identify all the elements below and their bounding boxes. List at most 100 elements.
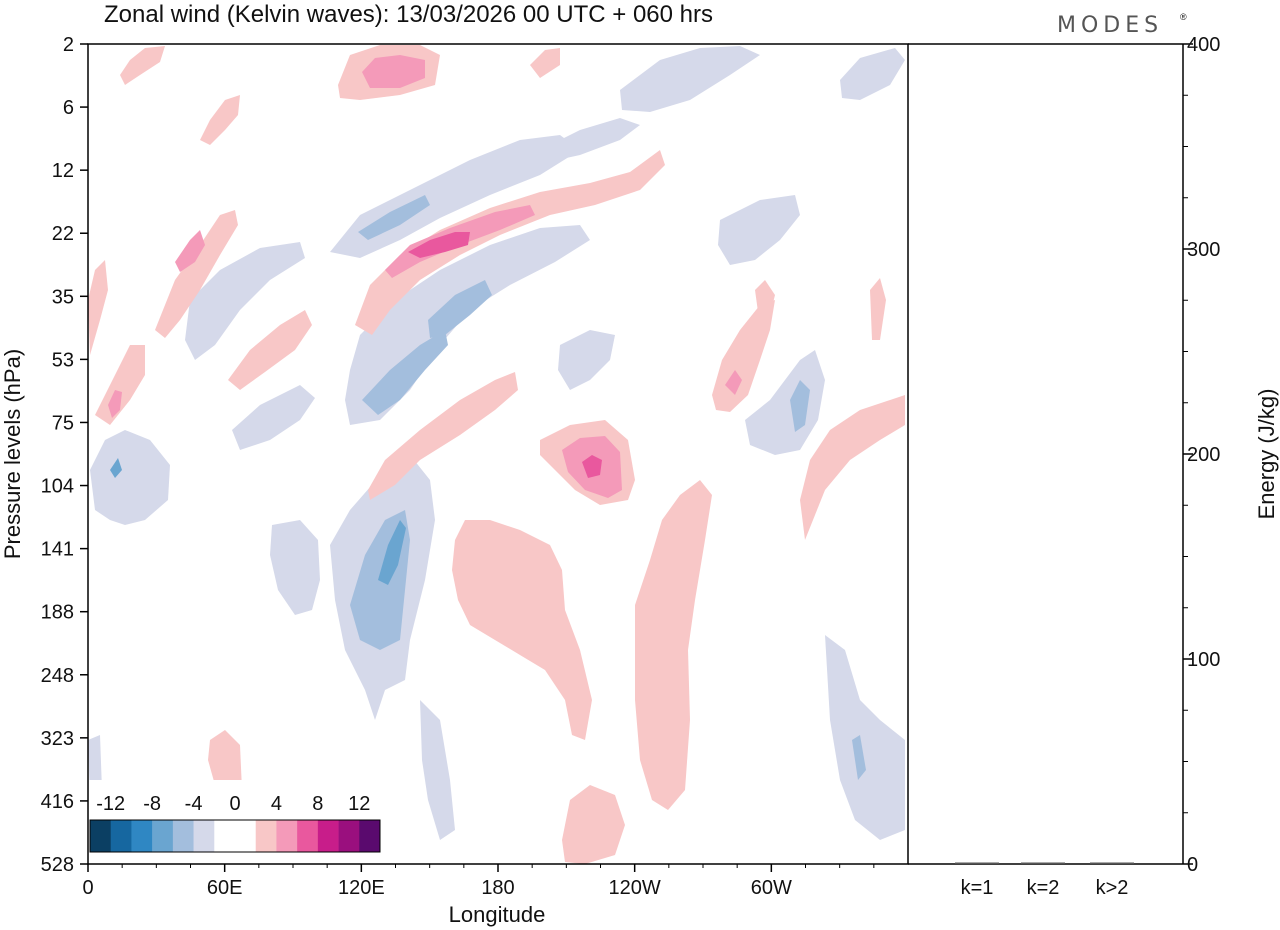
energy-tick-label: 400 (1187, 34, 1220, 56)
pos-region-east-strip (800, 395, 905, 540)
y-tick-label: 528 (41, 854, 74, 876)
pos-region-left-top (120, 46, 165, 85)
pos-region-left-a (95, 345, 145, 425)
brand-logo: MODES (1057, 13, 1163, 38)
neg-region-top-far-right (840, 48, 905, 100)
brand-registered-mark: ® (1180, 12, 1187, 22)
pos-core-left (175, 230, 205, 272)
y-tick-label: 6 (63, 97, 74, 119)
colorbar-label: -12 (96, 793, 125, 815)
pos-region-upper-band (355, 150, 665, 335)
x-tick-label: 120E (338, 877, 385, 899)
y-tick-label: 35 (52, 286, 74, 308)
y-axis-pressure: 2 6 12 22 35 53 75 104 141 188 248 323 416 528 (41, 34, 88, 876)
colorbar-swatch (214, 820, 236, 852)
neg-core-upper (358, 195, 430, 240)
neg-peak-left (110, 458, 122, 478)
neg-core-strat-band (428, 280, 492, 338)
colorbar-swatch (338, 820, 360, 852)
colorbar-swatch (276, 820, 298, 852)
energy-tick-label: 300 (1187, 239, 1220, 261)
pos-peak-upper-band (408, 232, 470, 258)
neg-core-east (790, 380, 810, 432)
colorbar: -12 -8 -4 0 4 8 12 (88, 780, 384, 862)
positive-anomalies-extreme (408, 232, 602, 478)
pos-region-far-east (870, 278, 886, 340)
neg-region-east-mid (745, 350, 825, 455)
x-axis-longitude: 0 60E 120E 180 120W 60W (82, 864, 875, 899)
colorbar-label: -8 (143, 793, 161, 815)
energy-category-label: k>2 (1096, 877, 1129, 899)
colorbar-frame (89, 819, 381, 853)
neg-region-left-diag (185, 242, 305, 360)
energy-axis: 0 100 200 300 400 (1183, 34, 1220, 876)
positive-anomalies (88, 45, 905, 864)
chart-title: Zonal wind (Kelvin waves): 13/03/2026 00… (104, 1, 713, 28)
colorbar-label: 12 (348, 793, 370, 815)
colorbar-swatch (131, 820, 153, 852)
energy-tick-label: 100 (1187, 649, 1220, 671)
energy-bar (1021, 862, 1065, 864)
x-axis-label: Longitude (449, 902, 546, 927)
x-tick-label: 180 (481, 877, 514, 899)
neg-region-center-spot (558, 330, 615, 390)
pos-region-tropo-east (635, 480, 712, 810)
colorbar-swatch (255, 820, 277, 852)
colorbar-label: 8 (312, 793, 323, 815)
y-tick-label: 416 (41, 791, 74, 813)
energy-tick-label: 0 (1187, 854, 1198, 876)
x-tick-label: 120W (609, 877, 661, 899)
x-tick-label: 60W (751, 877, 792, 899)
x-tick-label: 0 (82, 877, 93, 899)
colorbar-swatch (235, 820, 257, 852)
colorbar-swatch (193, 820, 215, 852)
colorbar-swatch (297, 820, 319, 852)
energy-tick-label: 200 (1187, 444, 1220, 466)
x-tick-label: 60E (207, 877, 243, 899)
neg-region-east-upper (718, 195, 800, 265)
y-tick-label: 12 (52, 160, 74, 182)
y-tick-label: 188 (41, 602, 74, 624)
energy-axis-label: Energy (J/kg) (1254, 389, 1279, 520)
pos-region-left-upper (200, 95, 240, 145)
y-tick-label: 104 (41, 476, 74, 498)
pos-core-left-low (108, 390, 122, 418)
neg-core-mid-band (362, 330, 448, 415)
neg-peak-tropo (378, 520, 406, 585)
energy-category-label: k=2 (1027, 877, 1060, 899)
pos-peak-center (582, 455, 602, 478)
y-tick-label: 248 (41, 665, 74, 687)
contour-field: -12 -8 -4 0 4 8 12 (88, 44, 908, 864)
colorbar-label: 0 (229, 793, 240, 815)
pos-region-tropo-center (452, 520, 592, 740)
neg-core-east-low (852, 735, 866, 780)
pos-region-south (562, 785, 625, 864)
colorbar-label: 4 (271, 793, 282, 815)
energy-bar (1090, 862, 1134, 864)
y-tick-label: 22 (52, 223, 74, 245)
colorbar-swatch (152, 820, 174, 852)
neg-region-upper-right-strip (540, 118, 640, 162)
pos-region-east-small (755, 280, 775, 315)
neg-region-east-lower (825, 635, 905, 840)
y-tick-label: 141 (41, 539, 74, 561)
energy-bars: k=1 k=2 k>2 (955, 862, 1134, 899)
pos-core-top (362, 55, 425, 88)
y-tick-label: 323 (41, 728, 74, 750)
pos-region-left-c (228, 310, 312, 390)
negative-anomalies-extreme (110, 458, 406, 585)
pos-region-left-edge (88, 260, 108, 355)
neg-region-top-right (620, 46, 760, 112)
energy-bar (955, 862, 999, 864)
colorbar-swatch (110, 820, 132, 852)
pos-core-east (725, 370, 742, 395)
pos-region-left-b (155, 210, 238, 338)
pos-region-top-small (530, 48, 560, 78)
y-axis-label: Pressure levels (hPa) (0, 349, 25, 559)
y-tick-label: 75 (52, 412, 74, 434)
neg-region-mid-left (232, 385, 315, 450)
colorbar-swatch (172, 820, 194, 852)
neg-region-tropo-left (270, 520, 320, 615)
colorbar-swatch (359, 820, 381, 852)
